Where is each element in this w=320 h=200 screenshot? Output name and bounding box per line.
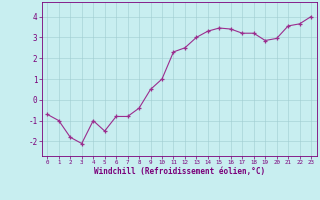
- X-axis label: Windchill (Refroidissement éolien,°C): Windchill (Refroidissement éolien,°C): [94, 167, 265, 176]
